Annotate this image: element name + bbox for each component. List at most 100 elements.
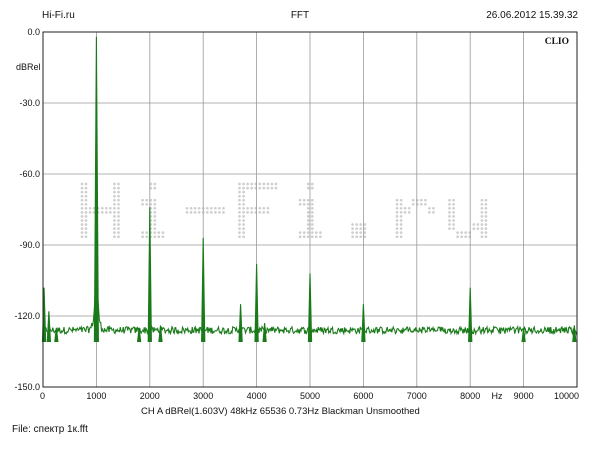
watermark-dot <box>84 223 88 226</box>
watermark-dot <box>189 211 193 214</box>
watermark-dot <box>145 235 149 239</box>
watermark-dot <box>242 223 245 226</box>
watermark-dot <box>242 235 245 239</box>
watermark-dot <box>88 206 92 210</box>
watermark-dot <box>197 211 201 214</box>
watermark-dot <box>238 231 241 234</box>
watermark-dot <box>448 198 451 202</box>
watermark-dot <box>363 227 367 230</box>
watermark-dot <box>80 211 84 214</box>
file-label: File: спектр 1к.fft <box>12 424 88 435</box>
watermark-dot <box>242 190 245 194</box>
watermark-dot <box>145 198 149 202</box>
x-tick-label: 5000 <box>300 391 320 401</box>
watermark-dot <box>480 206 484 210</box>
watermark-dot <box>270 186 274 190</box>
watermark-dot <box>209 211 213 214</box>
watermark-dot <box>448 202 451 206</box>
watermark-dot <box>484 219 488 222</box>
watermark-dot <box>117 223 120 226</box>
watermark-dot <box>452 227 455 230</box>
watermark-dot <box>411 202 415 206</box>
watermark-dot <box>84 211 88 214</box>
watermark-dot <box>141 235 144 239</box>
watermark-dot <box>117 231 120 234</box>
watermark-dot <box>476 223 480 226</box>
watermark-dot <box>84 231 88 234</box>
watermark-dot <box>298 235 302 239</box>
watermark-dot <box>428 211 431 214</box>
watermark-dot <box>403 206 407 210</box>
watermark-dot <box>84 190 88 194</box>
watermark-dot <box>238 198 241 202</box>
watermark-dot <box>242 231 245 234</box>
watermark-dot <box>355 231 359 234</box>
watermark-dot <box>80 219 84 222</box>
watermark-dot <box>238 211 241 214</box>
watermark-dot <box>452 211 455 214</box>
watermark-dot <box>266 182 270 186</box>
watermark-dot <box>310 186 314 190</box>
watermark-dot <box>310 231 314 234</box>
watermark-dot <box>197 206 201 210</box>
watermark-dot <box>189 206 193 210</box>
watermark-dot <box>480 223 484 226</box>
watermark-dot <box>258 182 262 186</box>
spectrum-peak <box>262 323 267 343</box>
watermark-dot <box>113 182 116 186</box>
watermark-dot <box>319 231 322 234</box>
watermark-dot <box>246 182 249 186</box>
watermark-dot <box>238 227 241 230</box>
channel-info: CH A dBRel(1.603V) 48kHz 65536 0.73Hz Bl… <box>141 406 420 417</box>
x-tick-label: 4000 <box>247 391 267 401</box>
watermark-dot <box>246 211 249 214</box>
watermark-dot <box>246 206 249 210</box>
watermark-dot <box>452 198 455 202</box>
watermark-dot <box>472 227 476 230</box>
x-tick-label: 8000 <box>460 391 480 401</box>
watermark-dot <box>363 231 367 234</box>
watermark-dot <box>306 186 310 190</box>
watermark-dot <box>484 231 488 234</box>
peak-lines <box>41 36 577 343</box>
watermark-dot <box>80 235 84 239</box>
x-tick-label: 2000 <box>140 391 160 401</box>
watermark-dot <box>117 186 120 190</box>
watermark-dot <box>306 227 310 230</box>
watermark-dot <box>399 231 403 234</box>
watermark-dot <box>415 202 419 206</box>
watermark-dot <box>250 182 254 186</box>
watermark-dot <box>395 202 399 206</box>
watermark-dot <box>157 235 161 239</box>
watermark-dot <box>298 202 302 206</box>
watermark-dot <box>314 231 318 234</box>
watermark-dot <box>141 202 144 206</box>
watermark-dot <box>468 231 472 234</box>
watermark-dot <box>310 227 314 230</box>
watermark-dot <box>80 182 84 186</box>
watermark-dot <box>484 223 488 226</box>
watermark-dot <box>161 235 165 239</box>
watermark-dot <box>432 211 435 214</box>
y-tick-label: -120.0 <box>14 311 40 321</box>
watermark-dot <box>113 235 116 239</box>
watermark-dot <box>80 206 84 210</box>
watermark-dot <box>104 211 108 214</box>
watermark-dot <box>310 198 314 202</box>
watermark-dot <box>113 206 116 210</box>
site-label: Hi-Fi.ru <box>42 10 75 21</box>
watermark-dot <box>153 223 157 226</box>
watermark-dot <box>403 211 407 214</box>
watermark-dot <box>310 219 314 222</box>
y-tick-label: -30.0 <box>19 98 40 108</box>
watermark-dot <box>266 206 270 210</box>
watermark-dot <box>113 198 116 202</box>
watermark-dot <box>80 190 84 194</box>
watermark-dot <box>80 202 84 206</box>
watermark-dot <box>80 194 84 198</box>
spectrum-peak <box>136 327 142 343</box>
watermark-dot <box>351 231 354 234</box>
watermark-dot <box>242 186 245 190</box>
watermark-dot <box>476 227 480 230</box>
